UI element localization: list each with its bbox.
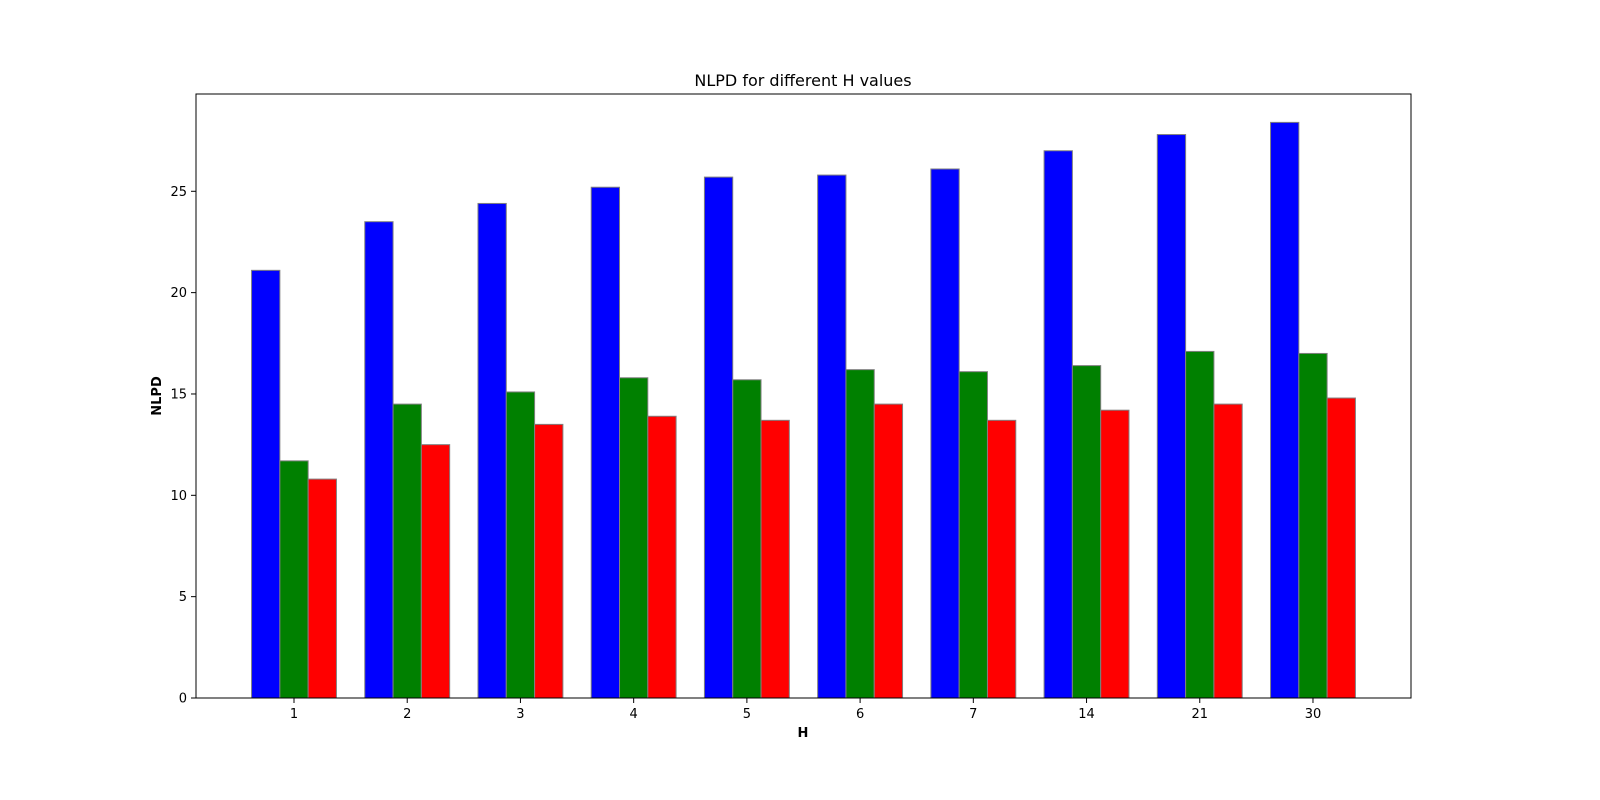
x-tick-label: 7 [969, 707, 977, 722]
bar-2-series-1 [364, 221, 394, 699]
bar-1-series-2 [279, 460, 309, 699]
y-tick-label: 20 [170, 286, 187, 301]
x-tick-label: 6 [856, 707, 864, 722]
x-tick-label: 14 [1078, 707, 1095, 722]
plot-area-frame [195, 93, 1412, 699]
chart-title: NLPD for different H values [694, 71, 911, 90]
bar-1-series-1 [251, 269, 281, 699]
x-axis-label: H [798, 726, 809, 741]
x-tick-label: 3 [516, 707, 524, 722]
bar-3-series-2 [505, 391, 536, 699]
y-axis-label: NLPD [150, 376, 165, 416]
bar-3-series-3 [534, 423, 564, 699]
bar-21-series-1 [1156, 134, 1187, 699]
x-tick-label: 1 [290, 707, 298, 722]
bar-14-series-2 [1071, 365, 1102, 699]
y-tick-label: 15 [170, 387, 187, 402]
x-tick-label: 21 [1191, 707, 1208, 722]
bar-7-series-1 [930, 168, 960, 699]
bar-4-series-1 [590, 186, 621, 699]
bar-1-series-3 [307, 478, 337, 699]
y-tick-label: 0 [179, 692, 187, 707]
x-tick-label: 5 [743, 707, 751, 722]
bar-30-series-2 [1298, 352, 1328, 699]
bar-30-series-1 [1270, 121, 1300, 699]
bar-7-series-3 [986, 419, 1017, 699]
bar-2-series-2 [392, 403, 422, 699]
bar-5-series-2 [732, 379, 762, 699]
bar-6-series-2 [845, 369, 875, 699]
bar-3-series-1 [477, 202, 507, 699]
bar-7-series-2 [958, 371, 988, 699]
bar-6-series-1 [817, 174, 847, 699]
bar-5-series-3 [760, 419, 790, 699]
x-axis: 1 2 3 4 5 6 7 14 21 30 [290, 698, 1321, 722]
bar-14-series-3 [1100, 409, 1130, 699]
y-axis: 0 5 10 15 20 25 [170, 185, 196, 707]
bar-21-series-3 [1213, 403, 1243, 699]
bar-14-series-1 [1043, 150, 1073, 699]
bar-5-series-1 [703, 176, 734, 699]
x-tick-label: 30 [1305, 707, 1322, 722]
bar-4-series-2 [619, 377, 649, 699]
x-tick-label: 4 [630, 707, 638, 722]
y-tick-label: 10 [170, 489, 187, 504]
bar-4-series-3 [647, 415, 677, 699]
x-tick-label: 2 [403, 707, 411, 722]
bar-6-series-3 [873, 403, 904, 699]
y-tick-label: 5 [179, 590, 187, 605]
y-tick-label: 25 [170, 185, 187, 200]
bar-21-series-2 [1185, 350, 1215, 699]
bar-30-series-3 [1326, 397, 1356, 699]
bars-group [251, 121, 1356, 699]
bar-2-series-3 [420, 444, 451, 699]
